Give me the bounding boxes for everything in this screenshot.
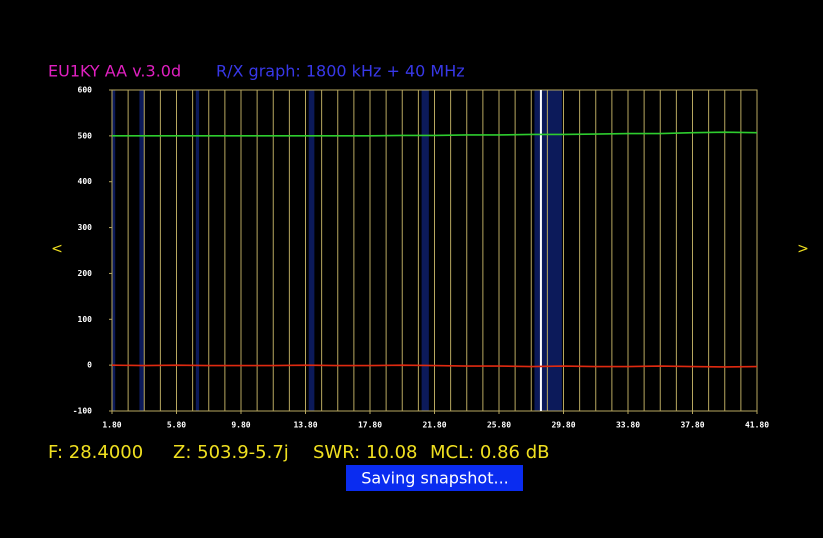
x-tick-label: 1.80 — [102, 421, 121, 430]
ham-band — [195, 90, 200, 411]
series-line — [112, 131, 758, 137]
y-tick-label: 600 — [78, 86, 93, 95]
ham-band — [421, 90, 429, 411]
app-title: EU1KY AA v.3.0d — [48, 62, 181, 81]
x-tick-label: 9.80 — [231, 421, 250, 430]
ham-band — [534, 90, 562, 411]
x-tick-label: 37.80 — [680, 421, 704, 430]
frequency: F: 28.4000 — [48, 442, 143, 463]
graph-subtitle: R/X graph: 1800 kHz + 40 MHz — [216, 62, 465, 81]
y-tick-label: 500 — [78, 131, 93, 140]
nav-right[interactable]: > — [797, 241, 809, 257]
x-tick-label: 17.80 — [358, 421, 382, 430]
toast-box — [346, 465, 523, 491]
toast: Saving snapshot... — [361, 469, 509, 488]
ham-band — [112, 90, 116, 411]
impedance: Z: 503.9-5.7j — [173, 442, 289, 463]
x-tick-label: 13.80 — [293, 421, 317, 430]
ham-band — [308, 90, 315, 411]
nav-left[interactable]: < — [51, 241, 63, 257]
swr: SWR: 10.08 — [313, 442, 418, 463]
x-tick-label: 5.80 — [167, 421, 186, 430]
mcl: MCL: 0.86 dB — [430, 442, 550, 463]
series-line — [111, 364, 758, 368]
plot: 1.80 5.80 9.80 13.80 17.80 21.80 25.80 29.80 33.… — [73, 86, 769, 430]
y-tick-label: 100 — [78, 315, 93, 324]
x-tick-label: 21.80 — [422, 421, 446, 430]
x-tick-label: 41.80 — [745, 421, 769, 430]
y-tick-label: 200 — [78, 269, 93, 278]
ham-band — [139, 90, 145, 411]
x-tick-label: 33.80 — [616, 421, 640, 430]
y-tick-label: 400 — [78, 177, 93, 186]
y-tick-label: 0 — [87, 361, 92, 370]
x-tick-label: 25.80 — [487, 421, 511, 430]
y-tick-label: 300 — [78, 223, 93, 232]
y-tick-label: -100 — [73, 407, 92, 416]
x-tick-label: 29.80 — [551, 421, 575, 430]
